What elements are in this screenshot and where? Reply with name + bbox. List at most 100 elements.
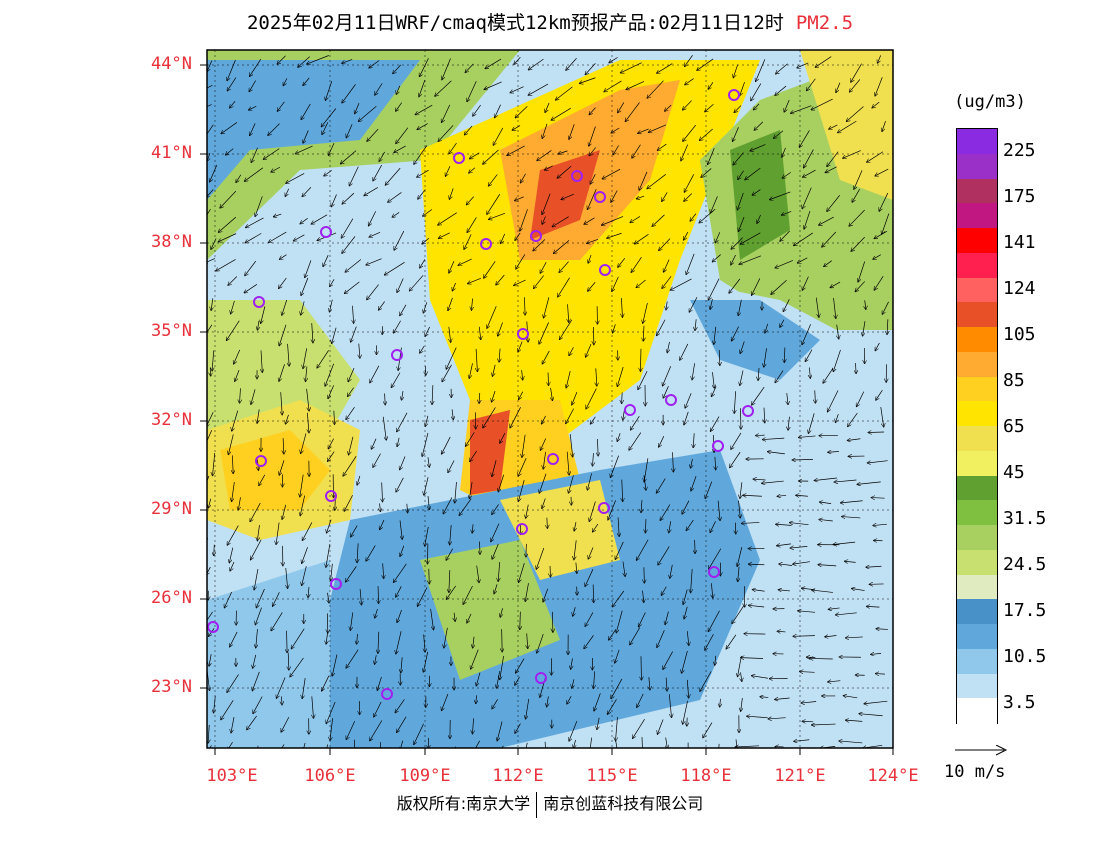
- wind-arrow: [596, 368, 597, 386]
- wind-arrow: [373, 164, 382, 181]
- wind-arrow: [683, 124, 696, 141]
- wind-arrow: [286, 173, 305, 183]
- wind-arrow: [346, 649, 359, 668]
- wind-arrow: [499, 348, 500, 362]
- wind-arrow: [778, 590, 790, 591]
- wind-arrow: [873, 254, 881, 259]
- wind-arrow: [397, 278, 404, 292]
- lon-label: 124°E: [867, 766, 919, 786]
- wind-arrow: [593, 523, 599, 532]
- wind-arrow: [823, 367, 834, 383]
- wind-arrow: [764, 348, 767, 367]
- legend-label: 17.5: [1003, 600, 1047, 621]
- wind-arrow: [469, 482, 473, 498]
- wind-arrow: [250, 58, 262, 76]
- wind-arrow: [345, 259, 362, 272]
- wind-arrow: [547, 696, 549, 706]
- wind-arrow: [498, 322, 503, 336]
- wind-arrow: [871, 653, 882, 654]
- wind-arrow: [708, 610, 720, 632]
- wind-arrow: [374, 701, 382, 717]
- wind-arrow: [472, 524, 473, 533]
- wind-arrow: [648, 124, 667, 132]
- wind-arrow: [379, 301, 385, 310]
- legend-label: 225: [1003, 140, 1036, 161]
- wind-arrow: [705, 103, 714, 112]
- wind-arrow: [283, 78, 288, 85]
- wind-arrow: [733, 64, 738, 78]
- wind-arrow: [279, 460, 285, 475]
- wind-arrow: [269, 231, 287, 242]
- wind-arrow: [703, 722, 713, 738]
- wind-arrow: [659, 435, 665, 447]
- wind-arrow: [322, 675, 330, 691]
- wind-arrow: [649, 677, 650, 690]
- wind-arrow: [800, 672, 815, 673]
- wind-arrow: [420, 346, 425, 353]
- wind-arrow: [662, 192, 668, 201]
- wind-arrow: [764, 407, 765, 423]
- wind-arrow: [618, 517, 619, 536]
- wind-arrow: [207, 60, 213, 72]
- wind-arrow: [686, 519, 694, 530]
- wind-arrow: [210, 164, 218, 182]
- wind-arrow: [308, 586, 309, 597]
- wind-arrow: [684, 174, 695, 192]
- wind-arrow: [400, 740, 404, 748]
- wind-arrow: [587, 238, 599, 243]
- wind-arrow: [465, 63, 474, 73]
- legend-swatch: [957, 351, 997, 377]
- wind-arrow: [424, 634, 425, 652]
- wind-arrow: [737, 192, 744, 210]
- wind-arrow: [782, 172, 791, 178]
- wind-arrow: [323, 255, 329, 266]
- wind-arrow: [510, 407, 521, 428]
- wind-arrow: [739, 255, 762, 265]
- wind-arrow: [569, 720, 578, 741]
- wind-arrow: [589, 737, 592, 748]
- lat-label: 29°N: [151, 499, 192, 519]
- wind-arrow: [631, 256, 642, 272]
- wind-arrow: [802, 721, 814, 722]
- wind-arrow: [494, 584, 498, 593]
- wind-arrow: [681, 144, 689, 161]
- wind-arrow: [207, 475, 210, 483]
- wind-arrow: [483, 149, 499, 164]
- wind-arrow: [756, 59, 766, 81]
- wind-arrow: [446, 585, 456, 599]
- wind-arrow: [423, 209, 433, 216]
- wind-arrow: [540, 438, 547, 451]
- wind-arrow: [473, 636, 474, 648]
- wind-arrow: [525, 583, 529, 601]
- wind-arrow: [432, 385, 433, 404]
- wind-arrow: [661, 586, 667, 596]
- wind-arrow: [378, 586, 379, 603]
- wind-arrow: [828, 452, 839, 453]
- wind-arrow: [357, 543, 358, 562]
- wind-arrow: [448, 460, 455, 472]
- wind-arrow: [245, 260, 257, 276]
- wind-arrow: [554, 240, 570, 253]
- wind-arrow: [476, 348, 477, 372]
- wind-arrow: [497, 721, 503, 740]
- legend-swatch: [957, 376, 997, 402]
- wind-arrow: [684, 231, 689, 240]
- wind-arrow: [748, 564, 765, 565]
- wind-arrow: [330, 279, 335, 286]
- wind-arrow: [597, 438, 598, 456]
- wind-arrow: [732, 326, 739, 341]
- wind-arrow: [639, 171, 648, 190]
- wind-arrow: [542, 498, 546, 509]
- legend-swatch: [957, 228, 997, 254]
- wind-arrow: [615, 541, 624, 559]
- wind-arrow: [656, 478, 666, 493]
- wind-arrow: [542, 123, 548, 138]
- wind-arrow: [522, 370, 523, 380]
- wind-arrow: [738, 216, 745, 231]
- wind-arrow: [254, 568, 259, 590]
- legend-label: 175: [1003, 186, 1036, 207]
- wind-arrow: [378, 631, 379, 653]
- wind-arrow: [770, 191, 791, 200]
- wind-arrow: [757, 214, 761, 223]
